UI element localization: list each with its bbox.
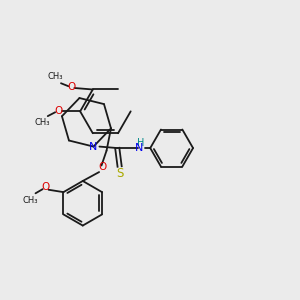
Text: CH₃: CH₃ <box>22 196 38 205</box>
Text: CH₃: CH₃ <box>48 72 63 81</box>
Text: CH₃: CH₃ <box>35 118 50 127</box>
Text: O: O <box>99 162 107 172</box>
Text: N: N <box>89 142 98 152</box>
Text: S: S <box>116 167 124 179</box>
Text: N: N <box>135 143 143 153</box>
Text: H: H <box>137 138 145 148</box>
Text: O: O <box>54 106 62 116</box>
Text: O: O <box>67 82 76 92</box>
Text: O: O <box>41 182 49 192</box>
